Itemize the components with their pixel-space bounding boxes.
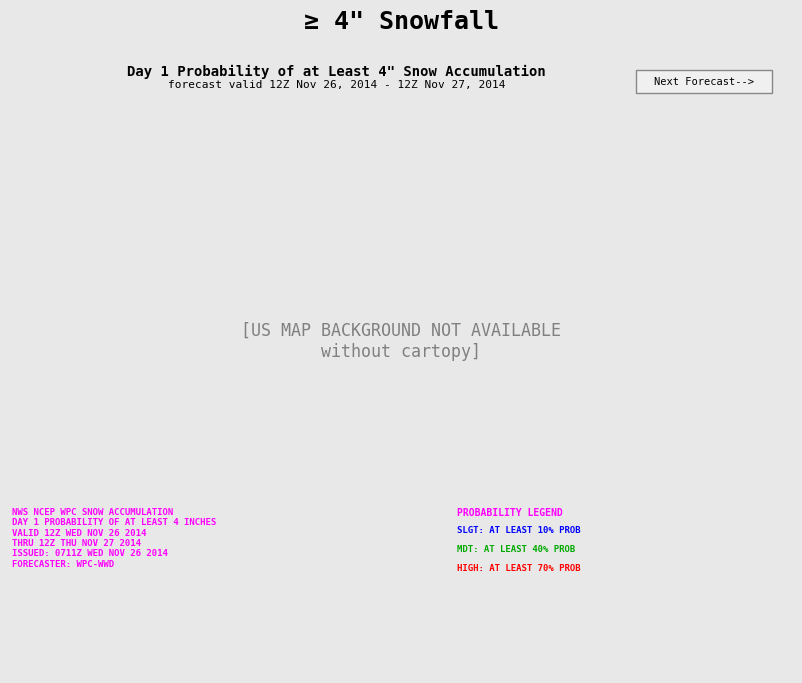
- FancyBboxPatch shape: [636, 70, 772, 93]
- Text: [US MAP BACKGROUND NOT AVAILABLE
without cartopy]: [US MAP BACKGROUND NOT AVAILABLE without…: [241, 322, 561, 361]
- Text: forecast valid 12Z Nov 26, 2014 - 12Z Nov 27, 2014: forecast valid 12Z Nov 26, 2014 - 12Z No…: [168, 80, 505, 90]
- Text: HIGH: AT LEAST 70% PROB: HIGH: AT LEAST 70% PROB: [457, 563, 581, 573]
- Text: Next Forecast-->: Next Forecast-->: [654, 76, 754, 87]
- Text: SLGT: AT LEAST 10% PROB: SLGT: AT LEAST 10% PROB: [457, 526, 581, 535]
- Text: PROBABILITY LEGEND: PROBABILITY LEGEND: [457, 508, 563, 518]
- Text: Day 1 Probability of at Least 4" Snow Accumulation: Day 1 Probability of at Least 4" Snow Ac…: [128, 65, 546, 79]
- Text: ≥ 4" Snowfall: ≥ 4" Snowfall: [303, 10, 499, 34]
- Text: MDT: AT LEAST 40% PROB: MDT: AT LEAST 40% PROB: [457, 545, 575, 554]
- Text: NWS NCEP WPC SNOW ACCUMULATION
DAY 1 PROBABILITY OF AT LEAST 4 INCHES
VALID 12Z : NWS NCEP WPC SNOW ACCUMULATION DAY 1 PRO…: [12, 508, 217, 569]
